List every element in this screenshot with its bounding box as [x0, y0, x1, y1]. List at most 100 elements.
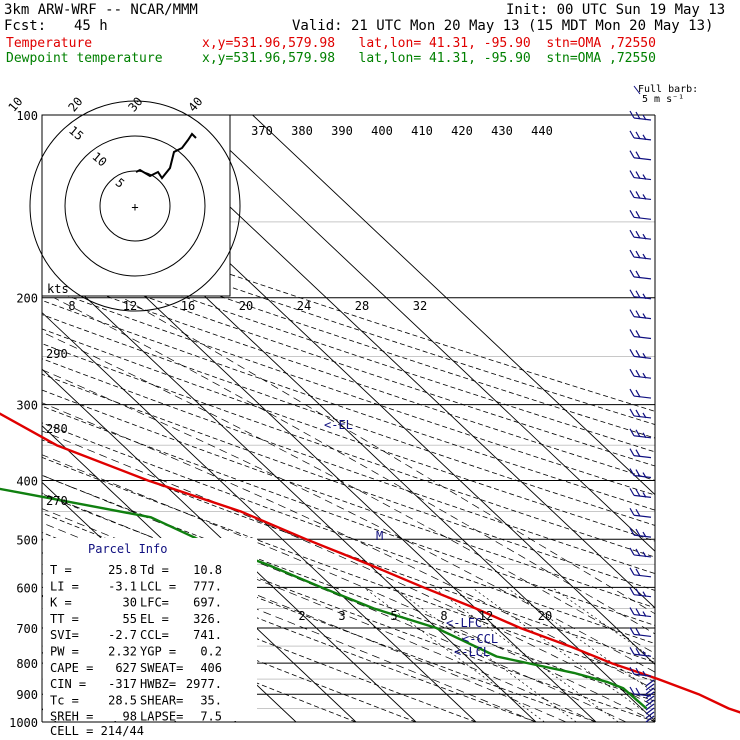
parcel-value: 627 [115, 661, 137, 675]
mixing-ratio-line [363, 587, 545, 722]
parcel-row: Tc = 28.5 SHEAR= 35. [50, 693, 222, 707]
parcel-key: EL = [140, 612, 169, 626]
wind-barb [629, 428, 652, 439]
annotation-ccl: <-CCL [462, 632, 498, 646]
dry-adiabat [42, 474, 655, 702]
wind-barb [629, 448, 652, 459]
hodograph-axis-label: 24 [297, 299, 311, 313]
parcel-value: 28.5 [108, 693, 137, 707]
dry-adiabat [42, 343, 655, 558]
dry-adiabat [42, 286, 655, 496]
parcel-row: LI = -3.1 LCL = 777. [50, 579, 222, 593]
wind-barb [629, 249, 652, 260]
parcel-value: 2977. [186, 677, 222, 691]
mixing-ratio-label: 12 [479, 609, 493, 623]
parcel-key: SVI= [50, 628, 79, 642]
wind-barb [629, 388, 652, 399]
parcel-key: HWBZ= [140, 677, 176, 691]
dry-adiabat [42, 405, 655, 626]
wind-barb [629, 488, 652, 498]
parcel-key: T = [50, 563, 72, 577]
wind-barb [629, 130, 652, 141]
pressure-label-900: 900 [16, 688, 38, 702]
theta-label: 440 [531, 124, 553, 138]
mixing-ratio-label: 8 [440, 609, 447, 623]
hodograph-axis-label: 28 [355, 299, 369, 313]
theta-label: 420 [451, 124, 473, 138]
parcel-key: YGP = [140, 645, 176, 659]
parcel-key: LFC= [140, 596, 169, 610]
wind-barb [629, 547, 652, 558]
mixing-ratio-label: 3 [338, 609, 345, 623]
parcel-value: 10.8 [193, 563, 222, 577]
parcel-key: SWEAT= [140, 661, 183, 675]
parcel-key: LCL = [140, 579, 176, 593]
dry-adiabat [42, 221, 655, 425]
mixing-ratio-label: 2 [298, 609, 305, 623]
dewpoint-legend: Dewpoint temperature [6, 51, 163, 66]
isotherm [252, 115, 655, 496]
isotherm-label: 30 [126, 94, 146, 114]
theta-label: 400 [371, 124, 393, 138]
isotherm [192, 115, 655, 552]
wind-barb [629, 269, 652, 280]
height-label: 280 [46, 422, 68, 436]
parcel-key: Tc = [50, 693, 79, 707]
wind-barb [629, 408, 652, 419]
wind-barb [629, 289, 652, 300]
wind-barb [629, 229, 652, 240]
parcel-info-panel: Parcel Info T = 25.8 Td = 10.8 LI = -3.1 LCL = 7… [43, 538, 257, 738]
valid-time: Valid: 21 UTC Mon 20 May 13 (15 MDT Mon … [292, 18, 714, 34]
pressure-label-500: 500 [16, 533, 38, 547]
wind-barb [629, 468, 652, 479]
parcel-value: 0.2 [200, 645, 222, 659]
moist-adiabat [42, 492, 597, 722]
parcel-key: CAPE = [50, 661, 93, 675]
mixing-ratio-line [551, 587, 655, 661]
dry-adiabat [42, 493, 655, 722]
pressure-label-300: 300 [16, 399, 38, 413]
parcel-key: LI = [50, 579, 79, 593]
parcel-info-title: Parcel Info [88, 542, 167, 556]
parcel-row: T = 25.8 Td = 10.8 [50, 563, 222, 577]
barb-legend-title: Full barb: [638, 84, 699, 95]
parcel-value: 741. [193, 628, 222, 642]
parcel-row: PW = 2.32 YGP = 0.2 [50, 645, 222, 659]
surface-barb [645, 679, 655, 687]
annotation-el: <-EL [324, 418, 353, 432]
parcel-value: 697. [193, 596, 222, 610]
dry-adiabat [42, 233, 655, 439]
wind-barb [629, 170, 652, 181]
parcel-value: 98 [123, 710, 137, 724]
mixing-ratio-line [471, 587, 655, 720]
hodograph-axis-label: 12 [123, 299, 137, 313]
parcel-value: 2.32 [108, 645, 137, 659]
surface-barb [645, 707, 655, 715]
height-label: 290 [46, 347, 68, 361]
wind-barb [629, 507, 652, 518]
pressure-label-800: 800 [16, 657, 38, 671]
pressure-label-1000: 1000 [9, 716, 38, 730]
wind-barb [629, 110, 652, 121]
model-title: 3km ARW-WRF -- NCAR/MMM [4, 2, 198, 18]
parcel-row: SREH = 98 LAPSE= 7.5 [50, 710, 222, 724]
wind-barbs [629, 85, 655, 723]
mixing-ratio-line [393, 587, 577, 722]
barb-legend-sample [633, 85, 641, 95]
hodograph-ring [99, 170, 171, 242]
annotation-lfc: <-LFC [446, 616, 482, 630]
hodograph-ring [29, 100, 241, 312]
parcel-key: K = [50, 596, 72, 610]
theta-label: 390 [331, 124, 353, 138]
isotherm-label: 20 [66, 94, 86, 114]
dry-adiabat [42, 389, 655, 609]
hodograph-axis-label: 20 [239, 299, 253, 313]
forecast-hours: 45 h [74, 18, 108, 34]
theta-label: 410 [411, 124, 433, 138]
parcel-row: SVI= -2.7 CCL= 741. [50, 628, 222, 642]
dry-adiabat [42, 373, 655, 591]
parcel-value: -3.1 [108, 579, 137, 593]
parcel-value: 406 [200, 661, 222, 675]
parcel-key: LAPSE= [140, 710, 183, 724]
